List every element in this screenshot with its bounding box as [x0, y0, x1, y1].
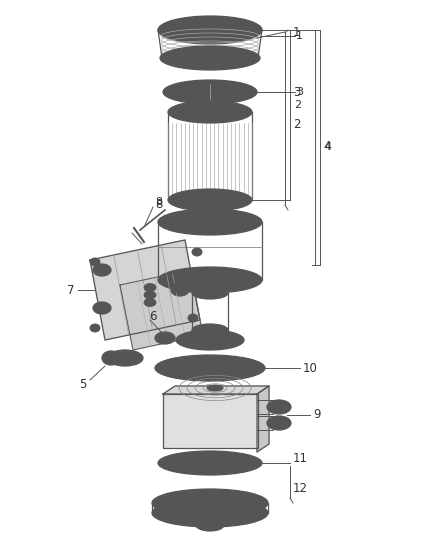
Ellipse shape	[180, 104, 240, 120]
Ellipse shape	[152, 499, 268, 527]
Ellipse shape	[166, 50, 254, 66]
Ellipse shape	[200, 196, 220, 204]
Text: 8: 8	[155, 198, 162, 211]
Text: 2: 2	[293, 117, 300, 131]
Text: 10: 10	[303, 361, 318, 375]
Ellipse shape	[173, 271, 247, 289]
Ellipse shape	[155, 332, 175, 344]
Ellipse shape	[171, 284, 189, 296]
Ellipse shape	[113, 353, 137, 363]
Ellipse shape	[90, 324, 100, 332]
Ellipse shape	[158, 16, 262, 44]
Text: 1: 1	[296, 31, 303, 41]
Text: 7: 7	[67, 284, 75, 296]
Ellipse shape	[168, 189, 252, 211]
Ellipse shape	[192, 87, 228, 97]
Ellipse shape	[107, 350, 143, 366]
Ellipse shape	[196, 519, 224, 531]
Ellipse shape	[166, 212, 254, 232]
Ellipse shape	[267, 416, 291, 430]
Ellipse shape	[180, 84, 240, 100]
Ellipse shape	[158, 451, 262, 475]
Ellipse shape	[176, 330, 244, 350]
Text: 5: 5	[80, 377, 87, 391]
Ellipse shape	[176, 494, 244, 512]
Ellipse shape	[144, 298, 156, 306]
Text: 4: 4	[324, 142, 331, 152]
Ellipse shape	[102, 351, 120, 365]
Text: 9: 9	[313, 408, 321, 422]
Bar	[163, 394, 258, 448]
Ellipse shape	[144, 291, 156, 299]
Text: 3: 3	[296, 87, 303, 97]
Ellipse shape	[207, 385, 223, 391]
Polygon shape	[163, 386, 269, 394]
Ellipse shape	[164, 491, 256, 515]
Ellipse shape	[175, 285, 185, 291]
Ellipse shape	[202, 108, 218, 116]
Ellipse shape	[192, 287, 228, 299]
Ellipse shape	[190, 334, 230, 346]
Ellipse shape	[194, 207, 226, 217]
Ellipse shape	[159, 334, 171, 342]
Text: 12: 12	[293, 481, 308, 495]
Ellipse shape	[160, 46, 260, 70]
Ellipse shape	[174, 286, 186, 294]
Ellipse shape	[192, 458, 228, 468]
Ellipse shape	[90, 258, 100, 266]
Ellipse shape	[158, 209, 262, 235]
Ellipse shape	[163, 80, 257, 104]
Polygon shape	[120, 270, 203, 350]
Ellipse shape	[188, 497, 232, 508]
Text: 2: 2	[294, 100, 301, 110]
Polygon shape	[90, 240, 200, 340]
Ellipse shape	[174, 455, 246, 471]
Ellipse shape	[144, 284, 156, 292]
Ellipse shape	[155, 355, 265, 381]
Ellipse shape	[96, 304, 108, 312]
Ellipse shape	[267, 400, 291, 414]
Ellipse shape	[152, 489, 268, 517]
Ellipse shape	[188, 314, 198, 322]
Ellipse shape	[202, 499, 218, 507]
Ellipse shape	[172, 283, 188, 293]
Ellipse shape	[180, 192, 240, 208]
Ellipse shape	[190, 363, 230, 373]
Ellipse shape	[168, 101, 252, 123]
Ellipse shape	[172, 359, 248, 377]
Text: 6: 6	[149, 310, 157, 322]
Polygon shape	[257, 386, 269, 452]
Text: 11: 11	[293, 451, 308, 464]
Ellipse shape	[192, 248, 202, 256]
Text: 4: 4	[323, 141, 331, 154]
Text: 3: 3	[293, 85, 300, 99]
Ellipse shape	[158, 267, 262, 293]
Text: 1: 1	[293, 27, 300, 39]
Ellipse shape	[93, 264, 111, 276]
Text: 8: 8	[155, 197, 162, 207]
Ellipse shape	[96, 266, 108, 274]
Ellipse shape	[106, 354, 116, 362]
Ellipse shape	[192, 324, 228, 336]
Ellipse shape	[198, 500, 222, 506]
Ellipse shape	[93, 302, 111, 314]
